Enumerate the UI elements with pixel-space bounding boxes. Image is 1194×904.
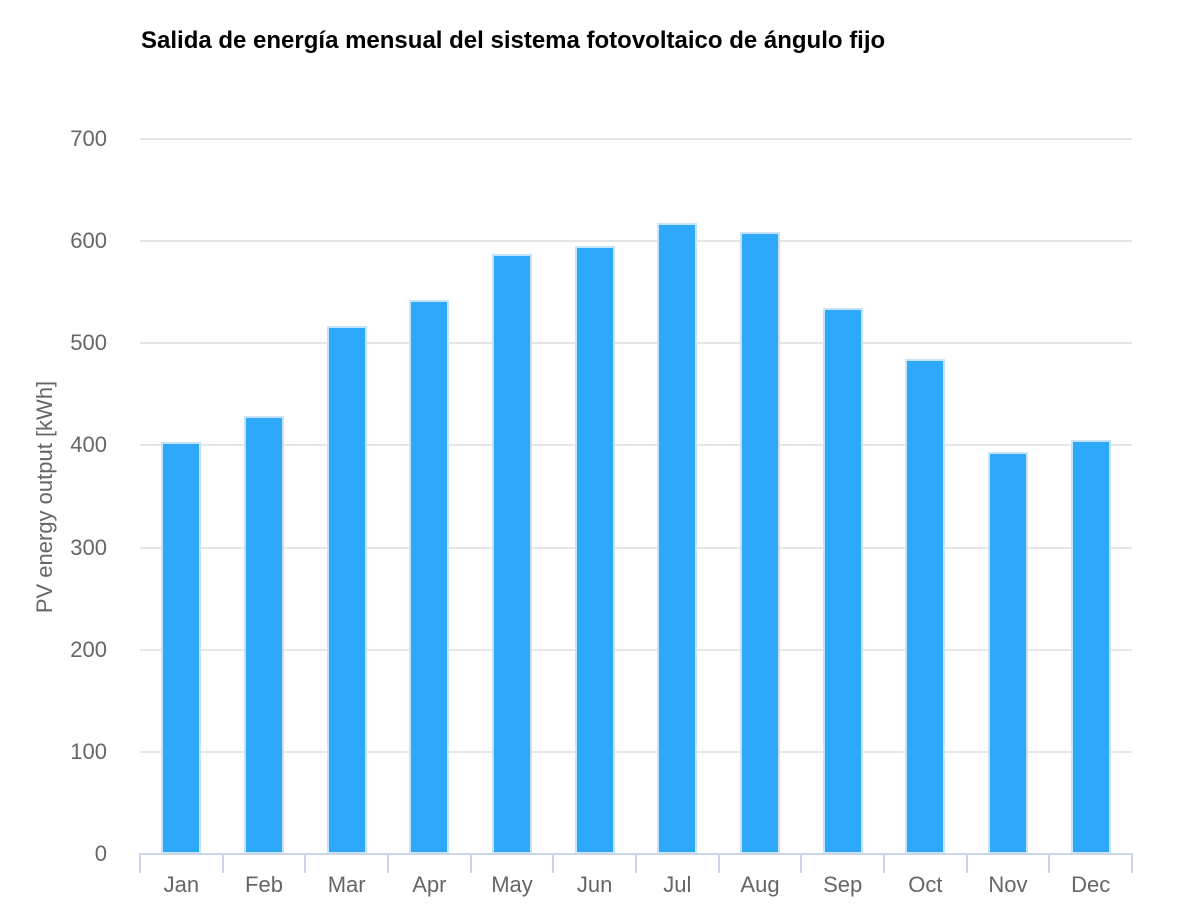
x-label-mar: Mar (327, 872, 366, 897)
bar-aug[interactable] (740, 232, 780, 854)
gridline-100 (140, 750, 1132, 753)
y-tick-label-600: 600 (70, 228, 107, 253)
x-label-dec: Dec (1071, 872, 1111, 897)
gridline-200 (140, 648, 1132, 651)
x-axis-tick-5 (552, 853, 554, 873)
plot-area (140, 138, 1132, 854)
x-axis-tick-6 (635, 853, 637, 873)
bar-dec[interactable] (1071, 440, 1111, 854)
gridline-600 (140, 240, 1132, 243)
bar-nov[interactable] (988, 452, 1028, 854)
x-axis-tick-3 (387, 853, 389, 873)
bar-jul[interactable] (657, 223, 697, 854)
x-label-jun: Jun (576, 872, 613, 897)
gridline-400 (140, 444, 1132, 447)
y-tick-label-200: 200 (70, 637, 107, 662)
bar-apr[interactable] (409, 300, 449, 854)
bar-feb[interactable] (244, 416, 284, 854)
x-axis-tick-4 (470, 853, 472, 873)
x-label-apr: Apr (412, 872, 447, 897)
x-label-jan: Jan (163, 872, 200, 897)
y-tick-label-700: 700 (70, 126, 107, 151)
y-tick-label-100: 100 (70, 739, 107, 764)
y-tick-label-0: 0 (94, 841, 107, 866)
x-axis-tick-8 (800, 853, 802, 873)
x-axis-tick-7 (718, 853, 720, 873)
bar-oct[interactable] (905, 359, 945, 854)
x-axis-tick-0 (139, 853, 141, 873)
bar-mar[interactable] (327, 326, 367, 854)
x-label-feb: Feb (245, 872, 283, 897)
y-tick-label-400: 400 (70, 432, 107, 457)
chart-title: Salida de energía mensual del sistema fo… (141, 27, 886, 54)
gridline-500 (140, 342, 1132, 345)
x-axis-tick-9 (883, 853, 885, 873)
x-axis-tick-2 (304, 853, 306, 873)
x-label-nov: Nov (988, 872, 1028, 897)
gridline-700 (140, 138, 1132, 140)
bar-sep[interactable] (823, 308, 863, 854)
x-axis-tick-10 (966, 853, 968, 873)
x-axis-tick-1 (222, 853, 224, 873)
x-label-oct: Oct (908, 872, 943, 897)
x-label-sep: Sep (823, 872, 863, 897)
x-axis-tick-12 (1131, 853, 1133, 873)
x-label-may: May (491, 872, 533, 897)
y-tick-label-500: 500 (70, 330, 107, 355)
x-label-jul: Jul (663, 872, 692, 897)
x-axis-tick-11 (1048, 853, 1050, 873)
bar-may[interactable] (492, 254, 532, 854)
y-axis-title: PV energy output [kWh] (32, 380, 57, 614)
x-label-aug: Aug (740, 872, 780, 897)
gridline-300 (140, 546, 1132, 549)
y-tick-label-300: 300 (70, 535, 107, 560)
bar-jun[interactable] (575, 246, 615, 854)
bar-jan[interactable] (161, 442, 201, 854)
